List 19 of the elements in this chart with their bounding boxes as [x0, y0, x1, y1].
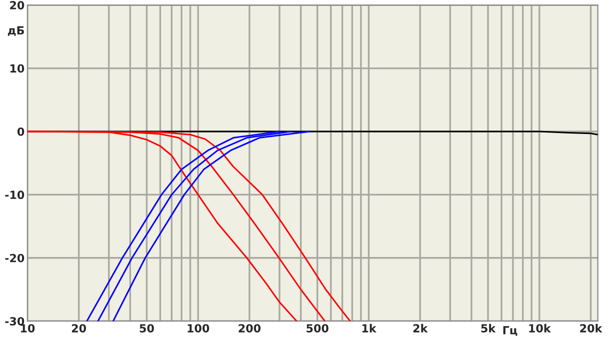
y-tick-label: -10	[5, 190, 24, 200]
y-axis-title: дБ	[8, 26, 24, 36]
y-tick-label: 20	[10, 1, 24, 10]
x-tick-label: 20	[72, 324, 86, 332]
y-tick-label: 0	[17, 127, 24, 136]
y-tick-label: -20	[5, 254, 24, 262]
x-axis-title: Гц	[503, 326, 518, 336]
x-tick-label: 1k	[362, 324, 376, 332]
x-tick-label: 100	[188, 324, 210, 332]
x-tick-label: 5k	[481, 324, 496, 332]
x-tick-label: 500	[306, 324, 328, 332]
y-tick-label: 10	[10, 64, 24, 73]
x-tick-label: 2k	[413, 324, 428, 332]
x-tick-label: 10k	[529, 324, 552, 332]
y-tick-label: -30	[5, 317, 24, 326]
x-tick-label: 50	[140, 324, 154, 332]
x-tick-label: 20k	[580, 324, 602, 332]
x-tick-label: 10	[20, 324, 35, 332]
x-tick-label: 200	[238, 324, 261, 332]
